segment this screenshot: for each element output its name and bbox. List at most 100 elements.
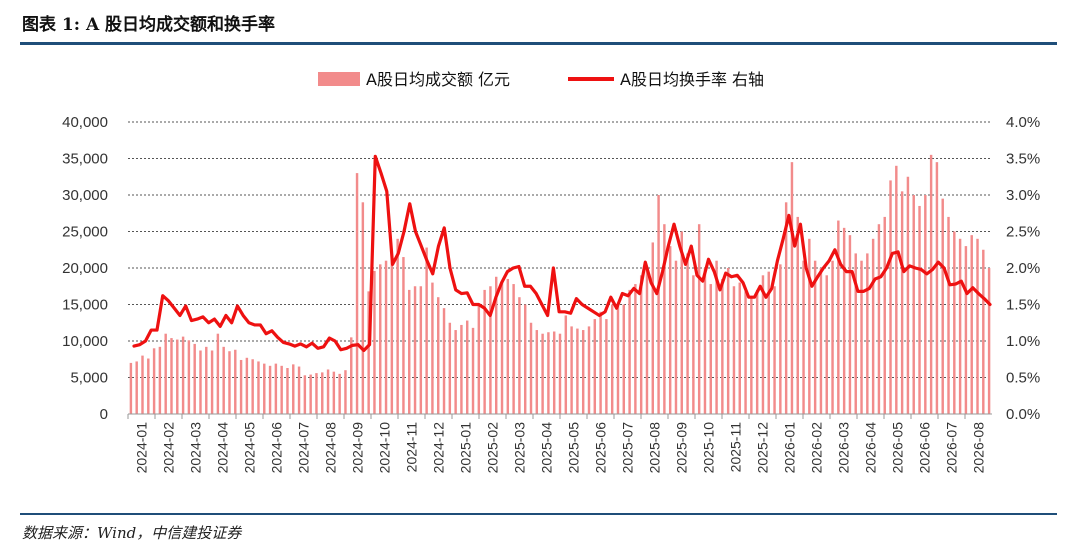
bar (431, 282, 434, 414)
bar (466, 320, 469, 414)
bar (663, 224, 666, 414)
bar (692, 275, 695, 414)
bar (970, 235, 973, 414)
bar (205, 346, 208, 414)
bar (350, 337, 353, 414)
y-tick-label: 5,000 (70, 370, 108, 387)
x-tick-label: 2026-06 (917, 422, 933, 474)
bar (628, 289, 631, 414)
bar (286, 368, 289, 414)
bar (199, 350, 202, 414)
bar (773, 286, 776, 414)
bar (570, 326, 573, 414)
y-tick-label: 15,000 (62, 297, 108, 314)
bar (790, 162, 794, 414)
bar (257, 361, 260, 414)
x-tick-label: 2025-08 (647, 422, 663, 474)
x-tick-label: 2024-02 (161, 422, 177, 474)
bar (889, 180, 892, 414)
bar (860, 260, 863, 414)
bar (529, 322, 533, 414)
bar (437, 297, 440, 414)
y2-tick-label: 0.0% (1006, 406, 1040, 423)
bar (361, 202, 365, 414)
y2-tick-label: 1.5% (1006, 297, 1040, 314)
bar (297, 366, 301, 414)
bar (373, 270, 376, 414)
bar (854, 253, 857, 414)
bar (355, 173, 359, 414)
bar (454, 330, 457, 414)
bar (413, 286, 417, 414)
y-axis-left: 0 5,000 10,000 15,000 20,000 25,000 30,000 35,0… (62, 114, 108, 423)
bar (634, 284, 637, 414)
bar (500, 282, 504, 414)
bar (866, 253, 869, 414)
x-tick-label: 2025-05 (566, 422, 582, 474)
bar (767, 271, 770, 414)
title-divider (20, 42, 1057, 45)
bar (947, 216, 950, 414)
bar (779, 264, 782, 414)
bar (987, 268, 991, 414)
bar (680, 231, 683, 414)
bar (263, 363, 266, 414)
bar (303, 375, 307, 414)
bar (344, 370, 347, 414)
x-axis: 2024-01 2024-02 2024-03 2024-04 2024-05 2024-… (127, 413, 992, 474)
bar (338, 373, 341, 414)
bar (912, 195, 915, 414)
footer-divider (20, 513, 1057, 515)
x-tick-label: 2024-05 (242, 422, 258, 474)
bar (842, 227, 846, 414)
bar (750, 295, 753, 414)
bar (216, 333, 220, 414)
x-tick-label: 2026-03 (836, 422, 852, 474)
x-tick-label: 2025-01 (458, 422, 474, 474)
x-tick-label: 2024-12 (431, 422, 447, 474)
bar (576, 328, 579, 414)
bar (738, 282, 741, 414)
legend-line-label: A股日均换手率 右轴 (620, 70, 764, 89)
bar (309, 374, 312, 414)
bar (234, 349, 237, 414)
bar (825, 275, 828, 414)
x-tick-label: 2025-11 (728, 422, 744, 473)
x-tick-label: 2026-07 (944, 422, 960, 474)
bar (703, 268, 707, 414)
bar (448, 322, 452, 414)
bar (808, 238, 811, 414)
line-series (132, 154, 992, 353)
bar (796, 216, 799, 414)
bar (547, 332, 550, 414)
bar (239, 359, 243, 414)
chart: A股日均成交额 亿元 A股日均换手率 右轴 2024-01 2024-02 2024… (62, 70, 1040, 474)
bar (976, 238, 979, 414)
x-tick-label: 2025-02 (485, 422, 501, 474)
bar (558, 333, 562, 414)
x-tick-label: 2024-04 (215, 422, 231, 474)
legend-bar-swatch (318, 72, 360, 86)
y-axis-right: 0.0% 0.5% 1.0% 1.5% 2.0% 2.5% 3.0% 3.5% 4.0% (1006, 114, 1040, 423)
bar (906, 176, 910, 414)
bar (176, 339, 179, 414)
bar (326, 369, 330, 414)
bar (645, 268, 649, 414)
bar (390, 253, 394, 414)
bar (895, 165, 898, 414)
bar (541, 333, 544, 414)
bar (935, 162, 939, 414)
bar (784, 202, 788, 414)
bar (552, 331, 556, 414)
bar (726, 268, 730, 414)
bar (222, 346, 225, 414)
x-tick-label: 2026-02 (809, 422, 825, 474)
bar (953, 231, 956, 414)
x-tick-label: 2024-10 (377, 422, 393, 474)
bar (581, 330, 585, 414)
y-tick-label: 25,000 (62, 224, 108, 241)
bar (715, 260, 718, 414)
x-tick-label: 2025-06 (593, 422, 609, 474)
y2-tick-label: 0.5% (1006, 370, 1040, 387)
bar (564, 315, 568, 414)
